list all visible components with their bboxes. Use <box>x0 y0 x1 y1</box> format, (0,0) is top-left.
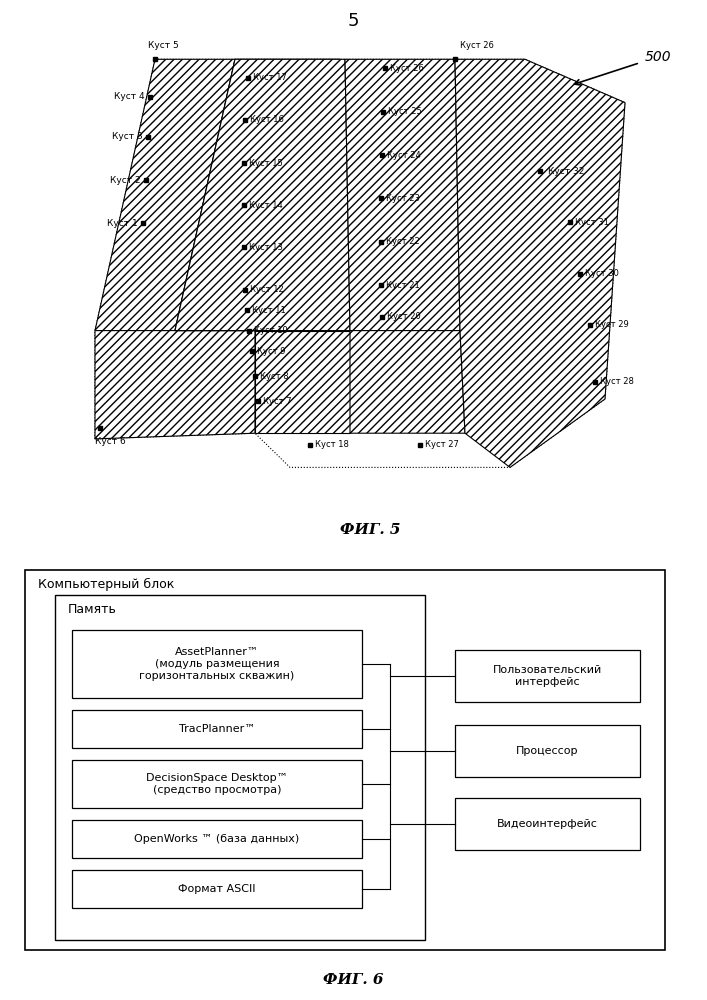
Text: Куст 16: Куст 16 <box>250 115 284 124</box>
Polygon shape <box>350 331 465 433</box>
Text: Куст 12: Куст 12 <box>250 285 284 294</box>
Polygon shape <box>175 59 345 433</box>
Text: Куст 30: Куст 30 <box>585 269 619 278</box>
Bar <box>72 870 362 908</box>
Text: Куст 7: Куст 7 <box>263 397 291 406</box>
Text: Куст 24: Куст 24 <box>387 151 421 160</box>
Text: Куст 4: Куст 4 <box>115 92 145 101</box>
Text: Куст 10: Куст 10 <box>254 326 288 335</box>
Bar <box>72 760 362 808</box>
Text: Куст 5: Куст 5 <box>148 41 179 50</box>
Text: Куст 29: Куст 29 <box>595 320 629 329</box>
Text: Куст 20: Куст 20 <box>387 312 421 321</box>
Text: Процессор: Процессор <box>516 746 579 756</box>
Text: Куст 13: Куст 13 <box>249 243 283 252</box>
Bar <box>455 725 640 777</box>
Text: Куст 14: Куст 14 <box>249 201 283 210</box>
Text: Куст 25: Куст 25 <box>388 107 422 116</box>
Text: Куст 26: Куст 26 <box>390 64 424 73</box>
Polygon shape <box>95 331 255 439</box>
Bar <box>72 820 362 858</box>
Text: Память: Память <box>68 603 117 616</box>
Text: Куст 8: Куст 8 <box>260 372 288 381</box>
Text: Куст 17: Куст 17 <box>253 73 287 82</box>
Text: Видеоинтерфейс: Видеоинтерфейс <box>497 819 598 829</box>
Text: Куст 15: Куст 15 <box>249 159 283 168</box>
Text: Куст 1: Куст 1 <box>107 219 138 228</box>
Text: ФИГ. 5: ФИГ. 5 <box>340 523 400 537</box>
Text: Куст 31: Куст 31 <box>575 218 609 227</box>
Bar <box>455 798 640 850</box>
Text: Куст 2: Куст 2 <box>110 176 141 185</box>
Text: ФИГ. 6: ФИГ. 6 <box>323 973 383 987</box>
Bar <box>25 570 665 950</box>
Text: Куст 6: Куст 6 <box>95 437 126 446</box>
Bar <box>455 650 640 702</box>
Bar <box>72 710 362 748</box>
Text: Куст 26: Куст 26 <box>460 41 494 50</box>
Text: Пользовательский
интерфейс: Пользовательский интерфейс <box>493 665 602 687</box>
Polygon shape <box>175 59 350 331</box>
Polygon shape <box>345 59 460 331</box>
Text: Куст 27: Куст 27 <box>425 440 459 449</box>
Text: Куст 18: Куст 18 <box>315 440 349 449</box>
Text: OpenWorks ™ (база данных): OpenWorks ™ (база данных) <box>134 834 300 844</box>
Text: DecisionSpace Desktop™
(средство просмотра): DecisionSpace Desktop™ (средство просмот… <box>146 773 288 795</box>
Text: AssetPlanner™
(модуль размещения
горизонтальных скважин): AssetPlanner™ (модуль размещения горизон… <box>139 647 295 681</box>
Text: Куст 3: Куст 3 <box>112 132 143 141</box>
Text: Куст 21: Куст 21 <box>386 280 420 290</box>
Text: Куст 28: Куст 28 <box>600 377 634 386</box>
Text: 500: 500 <box>645 50 672 64</box>
Text: Компьютерный блок: Компьютерный блок <box>38 578 175 591</box>
Text: Формат ASCII: Формат ASCII <box>178 884 256 894</box>
Polygon shape <box>255 331 350 433</box>
Bar <box>55 595 425 940</box>
Text: Куст 22: Куст 22 <box>386 237 420 246</box>
Polygon shape <box>95 59 235 331</box>
Bar <box>72 630 362 698</box>
Polygon shape <box>455 59 625 467</box>
Text: 5: 5 <box>347 12 358 30</box>
Text: Куст 11: Куст 11 <box>252 306 286 315</box>
Text: Куст 9: Куст 9 <box>257 347 286 356</box>
Text: Куст 23: Куст 23 <box>386 194 420 203</box>
Text: TracPlanner™: TracPlanner™ <box>179 724 255 734</box>
Text: Куст 32: Куст 32 <box>548 166 585 176</box>
